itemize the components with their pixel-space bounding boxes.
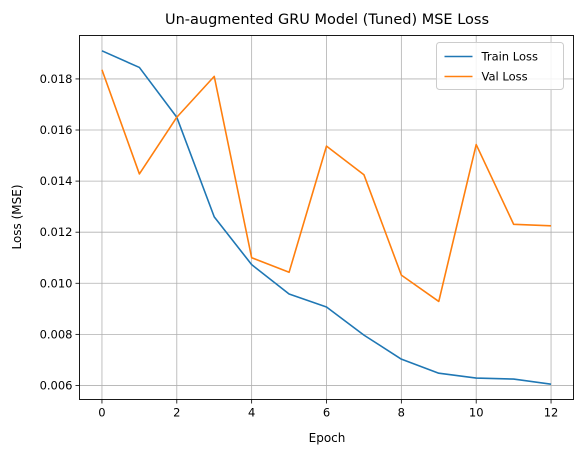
y-tick-label: 0.012 — [40, 225, 73, 239]
y-tick-label: 0.014 — [40, 174, 73, 188]
y-tick-label: 0.008 — [40, 327, 73, 341]
x-tick-label: 4 — [248, 406, 255, 420]
x-axis-label: Epoch — [309, 431, 346, 445]
y-tick-label: 0.010 — [40, 276, 73, 290]
x-tick-label: 12 — [544, 406, 559, 420]
series-line-val-loss — [101, 69, 552, 303]
x-axis: 0 2 4 6 8 10 12 — [98, 399, 559, 420]
legend-label-val-loss: Val Loss — [482, 70, 528, 84]
series-group — [101, 50, 552, 385]
chart-title: Un-augmented GRU Model (Tuned) MSE Loss — [165, 12, 489, 28]
x-tick-label: 8 — [398, 406, 405, 420]
y-tick-label: 0.006 — [40, 378, 73, 392]
y-tick-label: 0.016 — [40, 123, 73, 137]
legend: Train Loss Val Loss — [436, 42, 564, 90]
x-tick-label: 0 — [98, 406, 105, 420]
x-tick-label: 6 — [323, 406, 330, 420]
x-tick-label: 10 — [469, 406, 484, 420]
legend-label-train-loss: Train Loss — [481, 50, 538, 64]
y-axis-label: Loss (MSE) — [10, 184, 24, 249]
legend-box — [436, 42, 564, 90]
grid — [79, 35, 574, 400]
y-axis: 0.006 0.008 0.010 0.012 0.014 0.016 0.018 — [40, 72, 80, 392]
y-tick-label: 0.018 — [40, 72, 73, 86]
x-tick-label: 2 — [173, 406, 180, 420]
